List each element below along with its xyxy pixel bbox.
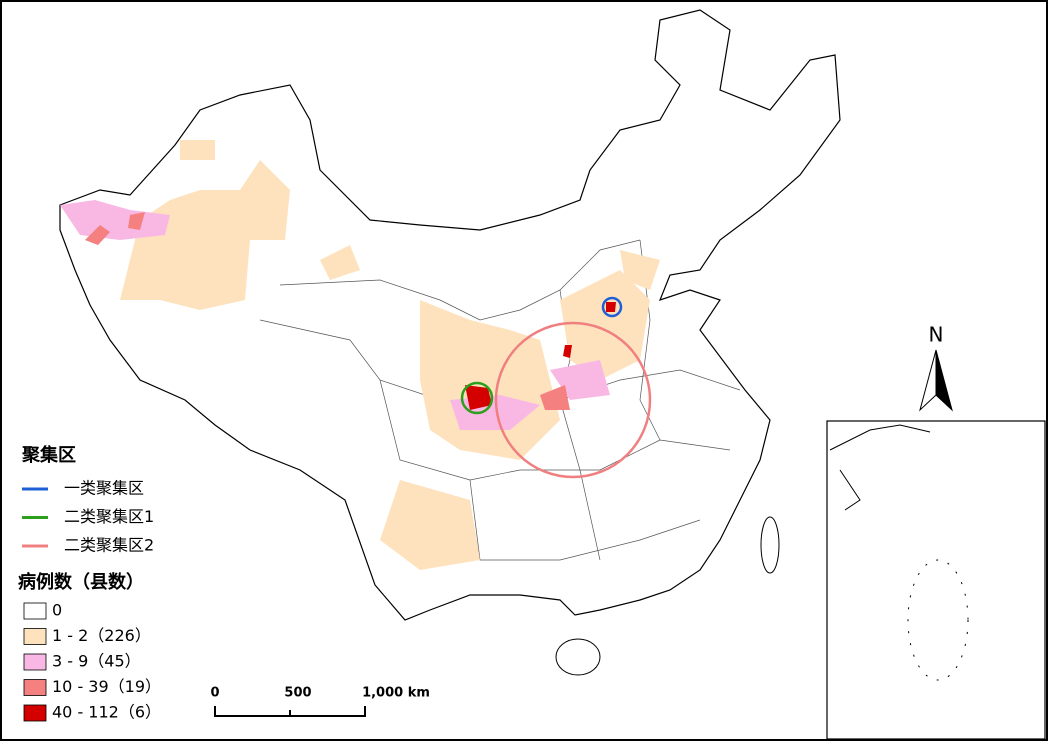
legend-label: 一类聚集区 [64, 479, 144, 498]
scale-label: 1,000 km [362, 686, 430, 701]
legend-swatch [23, 602, 47, 620]
inset [826, 420, 1046, 740]
legend-label: 10 - 39（19） [52, 677, 161, 696]
scale-line [214, 706, 366, 717]
legend-swatch [23, 679, 47, 696]
scale-label: 500 [284, 686, 311, 701]
legend-swatch [23, 704, 47, 722]
legend-label: 3 - 9（45） [52, 652, 141, 671]
scale-bar: 0 500 1,000 km [210, 686, 430, 717]
scale-label: 0 [210, 686, 219, 701]
cluster-circles [460, 296, 652, 479]
legend-swatch [23, 628, 47, 645]
legend-title: 聚集区 [21, 444, 76, 466]
legend-label: 40 - 112（6） [52, 703, 161, 722]
cluster-circle [601, 296, 623, 318]
legend-label: 二类聚集区1 [64, 507, 154, 526]
legend-label: 0 [52, 601, 62, 620]
island [555, 638, 601, 676]
cluster-circle [494, 321, 652, 479]
legend-label: 二类聚集区2 [64, 536, 154, 555]
legend-label: 1 - 2（226） [52, 626, 151, 645]
north-arrow: N [919, 323, 953, 412]
legend-title: 病例数（县数） [18, 571, 144, 593]
island [760, 516, 780, 574]
cluster-circle [460, 381, 494, 415]
north-label: N [929, 323, 944, 347]
legend-swatch [23, 653, 47, 671]
